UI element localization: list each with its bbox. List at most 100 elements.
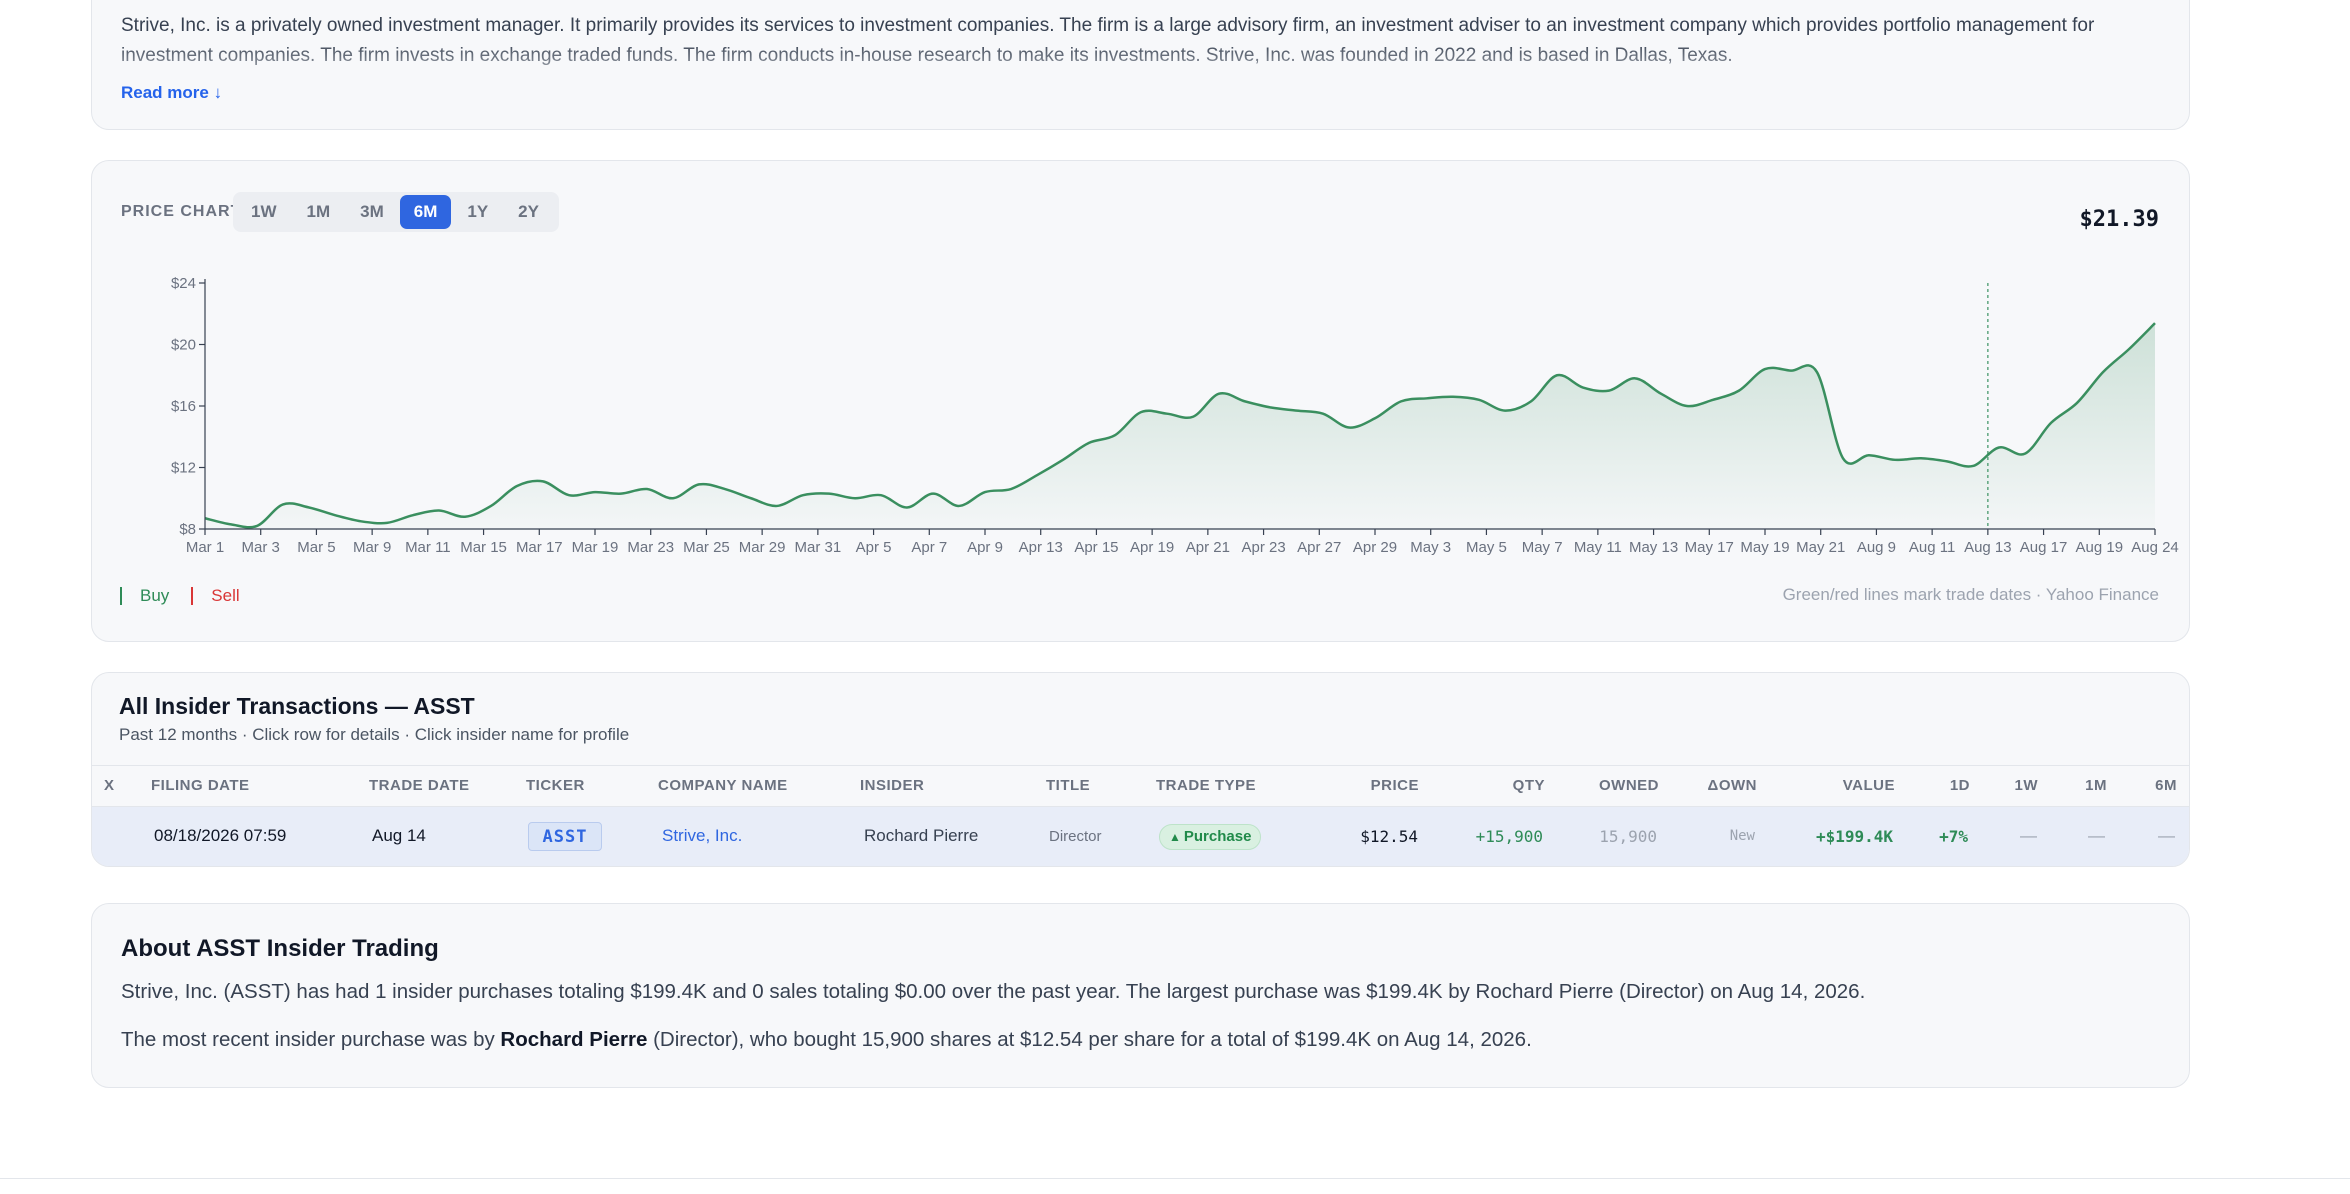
company-link[interactable]: Strive, Inc. [662,826,743,845]
trade-type-badge: ▲ Purchase [1159,824,1262,850]
x-tick-label: Mar 31 [795,539,842,556]
col-owned[interactable]: OWNED [1599,777,1659,794]
trade-type-label: Purchase [1183,828,1252,845]
about-recent-purchase: The most recent insider purchase was by … [121,1028,1532,1052]
x-tick-label: Mar 25 [683,539,730,556]
x-tick-label: May 13 [1629,539,1678,556]
x-tick-label: Apr 5 [856,539,892,556]
x-tick-label: Apr 27 [1297,539,1341,556]
x-tick-label: Apr 21 [1186,539,1230,556]
col-insider[interactable]: INSIDER [860,777,925,794]
x-tick-label: May 19 [1740,539,1789,556]
col-d-own[interactable]: ΔOWN [1707,777,1757,794]
insider-transactions-card: All Insider Transactions — ASST Past 12 … [91,672,2190,867]
x-tick-label: Aug 24 [2131,539,2179,556]
range-tab-1w[interactable]: 1W [251,202,277,221]
x-tick-label: Mar 19 [572,539,619,556]
x-tick-label: Apr 9 [967,539,1003,556]
return-6m-cell: — [2158,826,2175,845]
x-tick-label: Aug 17 [2020,539,2068,556]
insider-link[interactable]: Rochard Pierre [864,826,979,845]
about-recent-prefix: The most recent insider purchase was by [121,1028,501,1051]
x-tick-label: Mar 29 [739,539,786,556]
y-tick-label: $12 [171,460,196,477]
x-tick-label: Apr 19 [1130,539,1174,556]
return-1m-cell: — [2088,826,2105,845]
table-row[interactable]: 08/18/2026 07:59 Aug 14 ASST Strive, Inc… [92,807,2189,866]
x-tick-label: May 17 [1685,539,1734,556]
x-tick-label: Aug 19 [2076,539,2124,556]
x-tick-label: May 11 [1574,539,1622,556]
col-trade-type[interactable]: TRADE TYPE [1156,777,1257,794]
current-price: $21.39 [2079,207,2159,232]
y-tick-label: $8 [179,521,196,538]
legend-buy-label: Buy [140,586,170,605]
range-tabs: 1W 1M 3M 6M 1Y 2Y [233,192,559,232]
page-divider [0,1178,2350,1179]
col-1d[interactable]: 1D [1949,777,1970,794]
range-tab-1y[interactable]: 1Y [467,202,489,221]
filing-date-cell: 08/18/2026 07:59 [154,826,287,845]
col-6m[interactable]: 6M [2155,777,2177,794]
table-header: X FILING DATE TRADE DATE TICKER COMPANY … [92,765,2189,807]
x-tick-label: Aug 11 [1909,539,1955,556]
x-tick-label: Apr 23 [1241,539,1285,556]
x-tick-label: Apr 7 [911,539,947,556]
company-description-card: Strive, Inc. is a privately owned invest… [91,0,2190,130]
legend-sell-label: Sell [211,586,240,605]
x-tick-label: Apr 29 [1353,539,1397,556]
trade-date-cell: Aug 14 [372,826,426,845]
col-ticker[interactable]: TICKER [526,777,585,794]
x-tick-label: May 3 [1410,539,1451,556]
price-area [205,323,2155,529]
d-own-cell: New [1729,828,1755,844]
legend-buy: Buy [120,586,169,606]
x-tick-label: Mar 17 [516,539,563,556]
description-fade [121,41,2161,73]
range-tab-1m[interactable]: 1M [306,202,331,221]
return-1d-cell: +7% [1939,827,1968,846]
chart-legend: Buy Sell [120,586,262,606]
x-tick-label: May 7 [1522,539,1563,556]
y-tick-label: $20 [171,337,196,354]
about-insider-trading-card: About ASST Insider Trading Strive, Inc. … [91,903,2190,1088]
read-more-link[interactable]: Read more ↓ [121,83,223,102]
col-company[interactable]: COMPANY NAME [658,777,788,794]
col-value[interactable]: VALUE [1842,777,1895,794]
x-tick-label: Mar 9 [353,539,391,556]
range-tab-3m[interactable]: 3M [360,202,384,221]
x-tick-label: May 21 [1796,539,1845,556]
price-line [204,322,2156,529]
col-1w[interactable]: 1W [2014,777,2038,794]
transactions-title: All Insider Transactions — ASST [119,693,475,719]
col-qty[interactable]: QTY [1512,777,1545,794]
return-1w-cell: — [2020,826,2037,845]
chart-source-note: Green/red lines mark trade dates · Yahoo… [1782,585,2159,604]
x-tick-label: Mar 1 [186,539,224,556]
value-cell: +$199.4K [1815,827,1893,846]
x-tick-label: Aug 9 [1857,539,1896,556]
x-tick-label: Mar 23 [627,539,674,556]
x-tick-label: Apr 15 [1074,539,1118,556]
about-summary: Strive, Inc. (ASST) has had 1 insider pu… [121,980,1866,1003]
x-tick-label: Mar 15 [460,539,507,556]
col-x[interactable]: X [104,777,115,794]
price-cell: $12.54 [1360,827,1418,846]
col-filing-date[interactable]: FILING DATE [151,777,250,794]
range-tab-2y[interactable]: 2Y [518,202,539,221]
ticker-badge[interactable]: ASST [528,822,602,851]
col-price[interactable]: PRICE [1370,777,1419,794]
x-tick-label: Apr 13 [1019,539,1063,556]
x-tick-label: Mar 5 [297,539,335,556]
range-tab-6m[interactable]: 6M [399,195,452,229]
col-trade-date[interactable]: TRADE DATE [369,777,470,794]
col-1m[interactable]: 1M [2085,777,2107,794]
about-title: About ASST Insider Trading [121,935,439,962]
qty-cell: +15,900 [1475,827,1543,846]
triangle-up-icon: ▲ [1169,830,1181,844]
price-chart[interactable]: $8 $12 $16 $20 $24 Mar 1 Mar 3 Mar 5 Mar 9 Mar 11… [92,161,2191,581]
x-tick-label: Mar 3 [242,539,280,556]
price-chart-label: PRICE CHART [121,203,242,220]
col-title[interactable]: TITLE [1046,777,1091,794]
title-cell: Director [1049,828,1102,845]
